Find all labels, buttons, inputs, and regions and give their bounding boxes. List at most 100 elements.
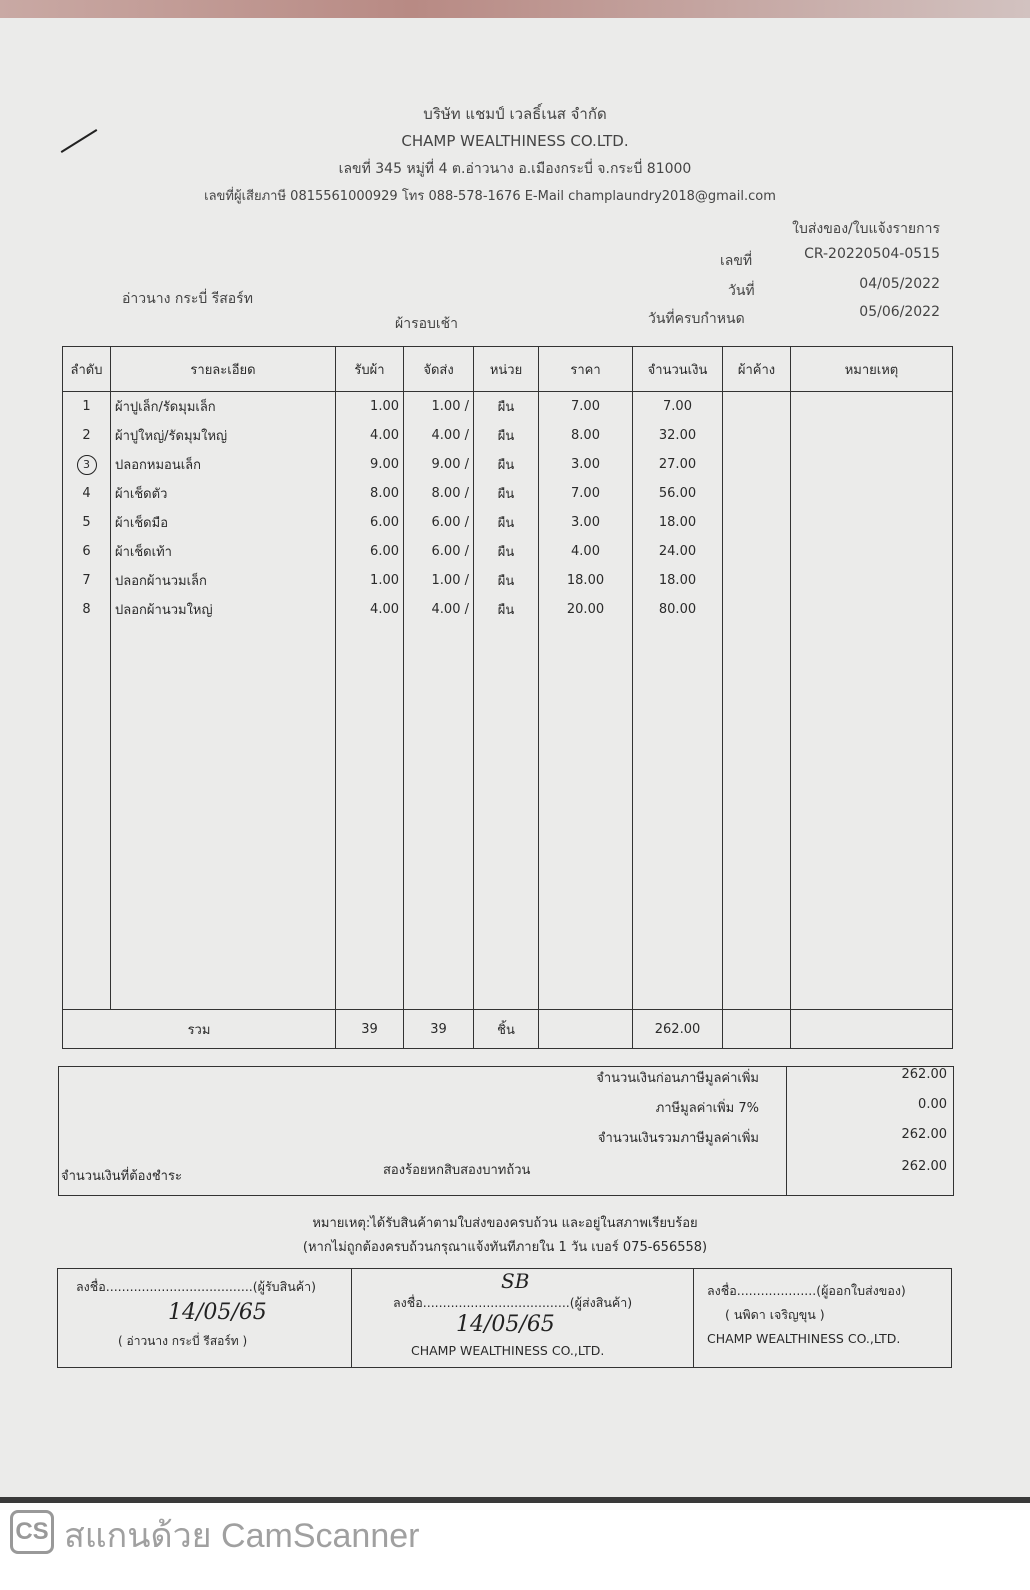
price: 3.00 — [538, 450, 633, 479]
item-description: ปลอกหมอนเล็ก — [110, 450, 336, 479]
signature-box: ลงชื่อ..................................… — [57, 1268, 952, 1368]
row-number: 5 — [62, 508, 111, 537]
unit: ผืน — [473, 566, 539, 595]
document-date: 04/05/2022 — [859, 276, 940, 292]
date-label: วันที่ — [728, 283, 755, 299]
signature-line: ลงชื่อ..................................… — [76, 1279, 317, 1294]
remark — [790, 421, 953, 450]
remark — [790, 595, 953, 624]
issuer-name: ( นพิดา เจริญขุน ) — [725, 1307, 825, 1322]
received-qty: 6.00 — [335, 508, 404, 537]
handwritten-date: 14/05/65 — [168, 1300, 267, 1325]
signature-issuer: ลงชื่อ....................(ผู้ออกใบส่งขอ… — [693, 1269, 951, 1367]
signature-sender: SB ลงชื่อ...............................… — [351, 1269, 694, 1367]
company-contact: เลขที่ผู้เสียภาษี 0815561000929 โทร 088-… — [204, 189, 776, 204]
issuer-company: CHAMP WEALTHINESS CO.,LTD. — [707, 1331, 901, 1346]
remark — [790, 479, 953, 508]
table-row: 6 ผ้าเช็ดเท้า 6.00 6.00 /ผืน 4.00 24.00 — [62, 537, 953, 566]
col-sent: จัดส่ง — [403, 346, 474, 392]
due-date: 05/06/2022 — [859, 304, 940, 320]
amount: 18.00 — [632, 508, 723, 537]
table-row: 4 ผ้าเช็ดตัว 8.00 8.00 /ผืน 7.00 56.00 — [62, 479, 953, 508]
item-description: ผ้าเช็ดตัว — [110, 479, 336, 508]
pending — [722, 537, 791, 566]
company-name-th: บริษัท แชมป์ เวลธิ์เนส จำกัด — [423, 105, 607, 123]
payable-label: จำนวนเงินที่ต้องชำระ — [61, 1169, 182, 1184]
price: 7.00 — [538, 391, 633, 421]
received-qty: 6.00 — [335, 537, 404, 566]
amount: 32.00 — [632, 421, 723, 450]
price: 18.00 — [538, 566, 633, 595]
table-row: 2 ผ้าปูใหญ่/รัดมุมใหญ่ 4.00 4.00 /ผืน 8.00 32… — [62, 421, 953, 450]
price: 4.00 — [538, 537, 633, 566]
table-row: 3 ปลอกหมอนเล็ก 9.00 9.00 /ผืน 3.00 27.00 — [62, 450, 953, 479]
vat-value: 0.00 — [918, 1097, 947, 1112]
unit: ผืน — [473, 508, 539, 537]
col-desc: รายละเอียด — [110, 346, 336, 392]
total-label: รวม — [62, 1009, 336, 1049]
received-qty: 8.00 — [335, 479, 404, 508]
item-description: ปลอกผ้านวมเล็ก — [110, 566, 336, 595]
document-type: ใบส่งของ/ใบแจ้งรายการ — [792, 221, 940, 237]
col-no: ลำดับ — [62, 346, 111, 392]
sent-qty: 9.00 / — [403, 450, 474, 479]
unit: ผืน — [473, 595, 539, 624]
price: 20.00 — [538, 595, 633, 624]
sent-qty: 4.00 / — [403, 595, 474, 624]
unit: ผืน — [473, 391, 539, 421]
price: 8.00 — [538, 421, 633, 450]
pending — [722, 566, 791, 595]
table-row: 1 ผ้าปูเล็ก/รัดมุมเล็ก 1.00 1.00 /ผืน 7.00 7.… — [62, 391, 953, 421]
sent-qty: 6.00 / — [403, 537, 474, 566]
remark — [790, 566, 953, 595]
round-label: ผ้ารอบเช้า — [395, 316, 459, 332]
camscanner-watermark: สแกนด้วย CamScanner — [64, 1517, 420, 1555]
table-row: 5 ผ้าเช็ดมือ 6.00 6.00 /ผืน 3.00 18.00 — [62, 508, 953, 537]
signature-line: ลงชื่อ..................................… — [393, 1295, 633, 1310]
col-recv: รับผ้า — [335, 346, 404, 392]
row-number: 3 — [62, 450, 111, 479]
col-amount: จำนวนเงิน — [632, 346, 723, 392]
row-number: 2 — [62, 421, 111, 450]
incl-vat-value: 262.00 — [901, 1127, 948, 1142]
row-number: 1 — [62, 391, 111, 421]
pre-vat-label: จำนวนเงินก่อนภาษีมูลค่าเพิ่ม — [596, 1071, 759, 1086]
item-description: ผ้าปูเล็ก/รัดมุมเล็ก — [110, 391, 336, 421]
row-number: 4 — [62, 479, 111, 508]
item-description: ผ้าปูใหญ่/รัดมุมใหญ่ — [110, 421, 336, 450]
unit: ผืน — [473, 421, 539, 450]
col-price: ราคา — [538, 346, 633, 392]
amount: 27.00 — [632, 450, 723, 479]
payable-value: 262.00 — [901, 1159, 948, 1174]
signature-receiver: ลงชื่อ..................................… — [58, 1269, 352, 1367]
vat-label: ภาษีมูลค่าเพิ่ม 7% — [655, 1101, 759, 1116]
total-row: รวม 39 39 ชิ้น 262.00 — [62, 1009, 953, 1049]
note-line-2: (หากไม่ถูกต้องครบถ้วนกรุณาแจ้งทันทีภายใน… — [302, 1240, 708, 1255]
remark — [790, 537, 953, 566]
received-qty: 1.00 — [335, 566, 404, 595]
sent-qty: 1.00 / — [403, 566, 474, 595]
scan-edge-top — [0, 0, 1030, 18]
items-table: ลำดับ รายละเอียด รับผ้า จัดส่ง หน่วย ราค… — [62, 346, 953, 1049]
unit: ผืน — [473, 537, 539, 566]
circled-row-number: 3 — [76, 454, 97, 475]
pending — [722, 508, 791, 537]
item-description: ผ้าเช็ดมือ — [110, 508, 336, 537]
amount: 80.00 — [632, 595, 723, 624]
table-row: 8 ปลอกผ้านวมใหญ่ 4.00 4.00 /ผืน 20.00 80.00 — [62, 595, 953, 624]
total-sent: 39 — [403, 1009, 474, 1049]
received-qty: 4.00 — [335, 421, 404, 450]
camscanner-logo: CS — [10, 1510, 54, 1554]
total-recv: 39 — [335, 1009, 404, 1049]
total-unit: ชิ้น — [473, 1009, 539, 1049]
sent-qty: 6.00 / — [403, 508, 474, 537]
item-description: ผ้าเช็ดเท้า — [110, 537, 336, 566]
pending — [722, 595, 791, 624]
pending — [722, 479, 791, 508]
received-qty: 1.00 — [335, 391, 404, 421]
item-description: ปลอกผ้านวมใหญ่ — [110, 595, 336, 624]
customer-name: อ่าวนาง กระบี่ รีสอร์ท — [122, 291, 253, 307]
received-qty: 9.00 — [335, 450, 404, 479]
col-unit: หน่วย — [473, 346, 539, 392]
document-number: CR-20220504-0515 — [804, 246, 940, 262]
